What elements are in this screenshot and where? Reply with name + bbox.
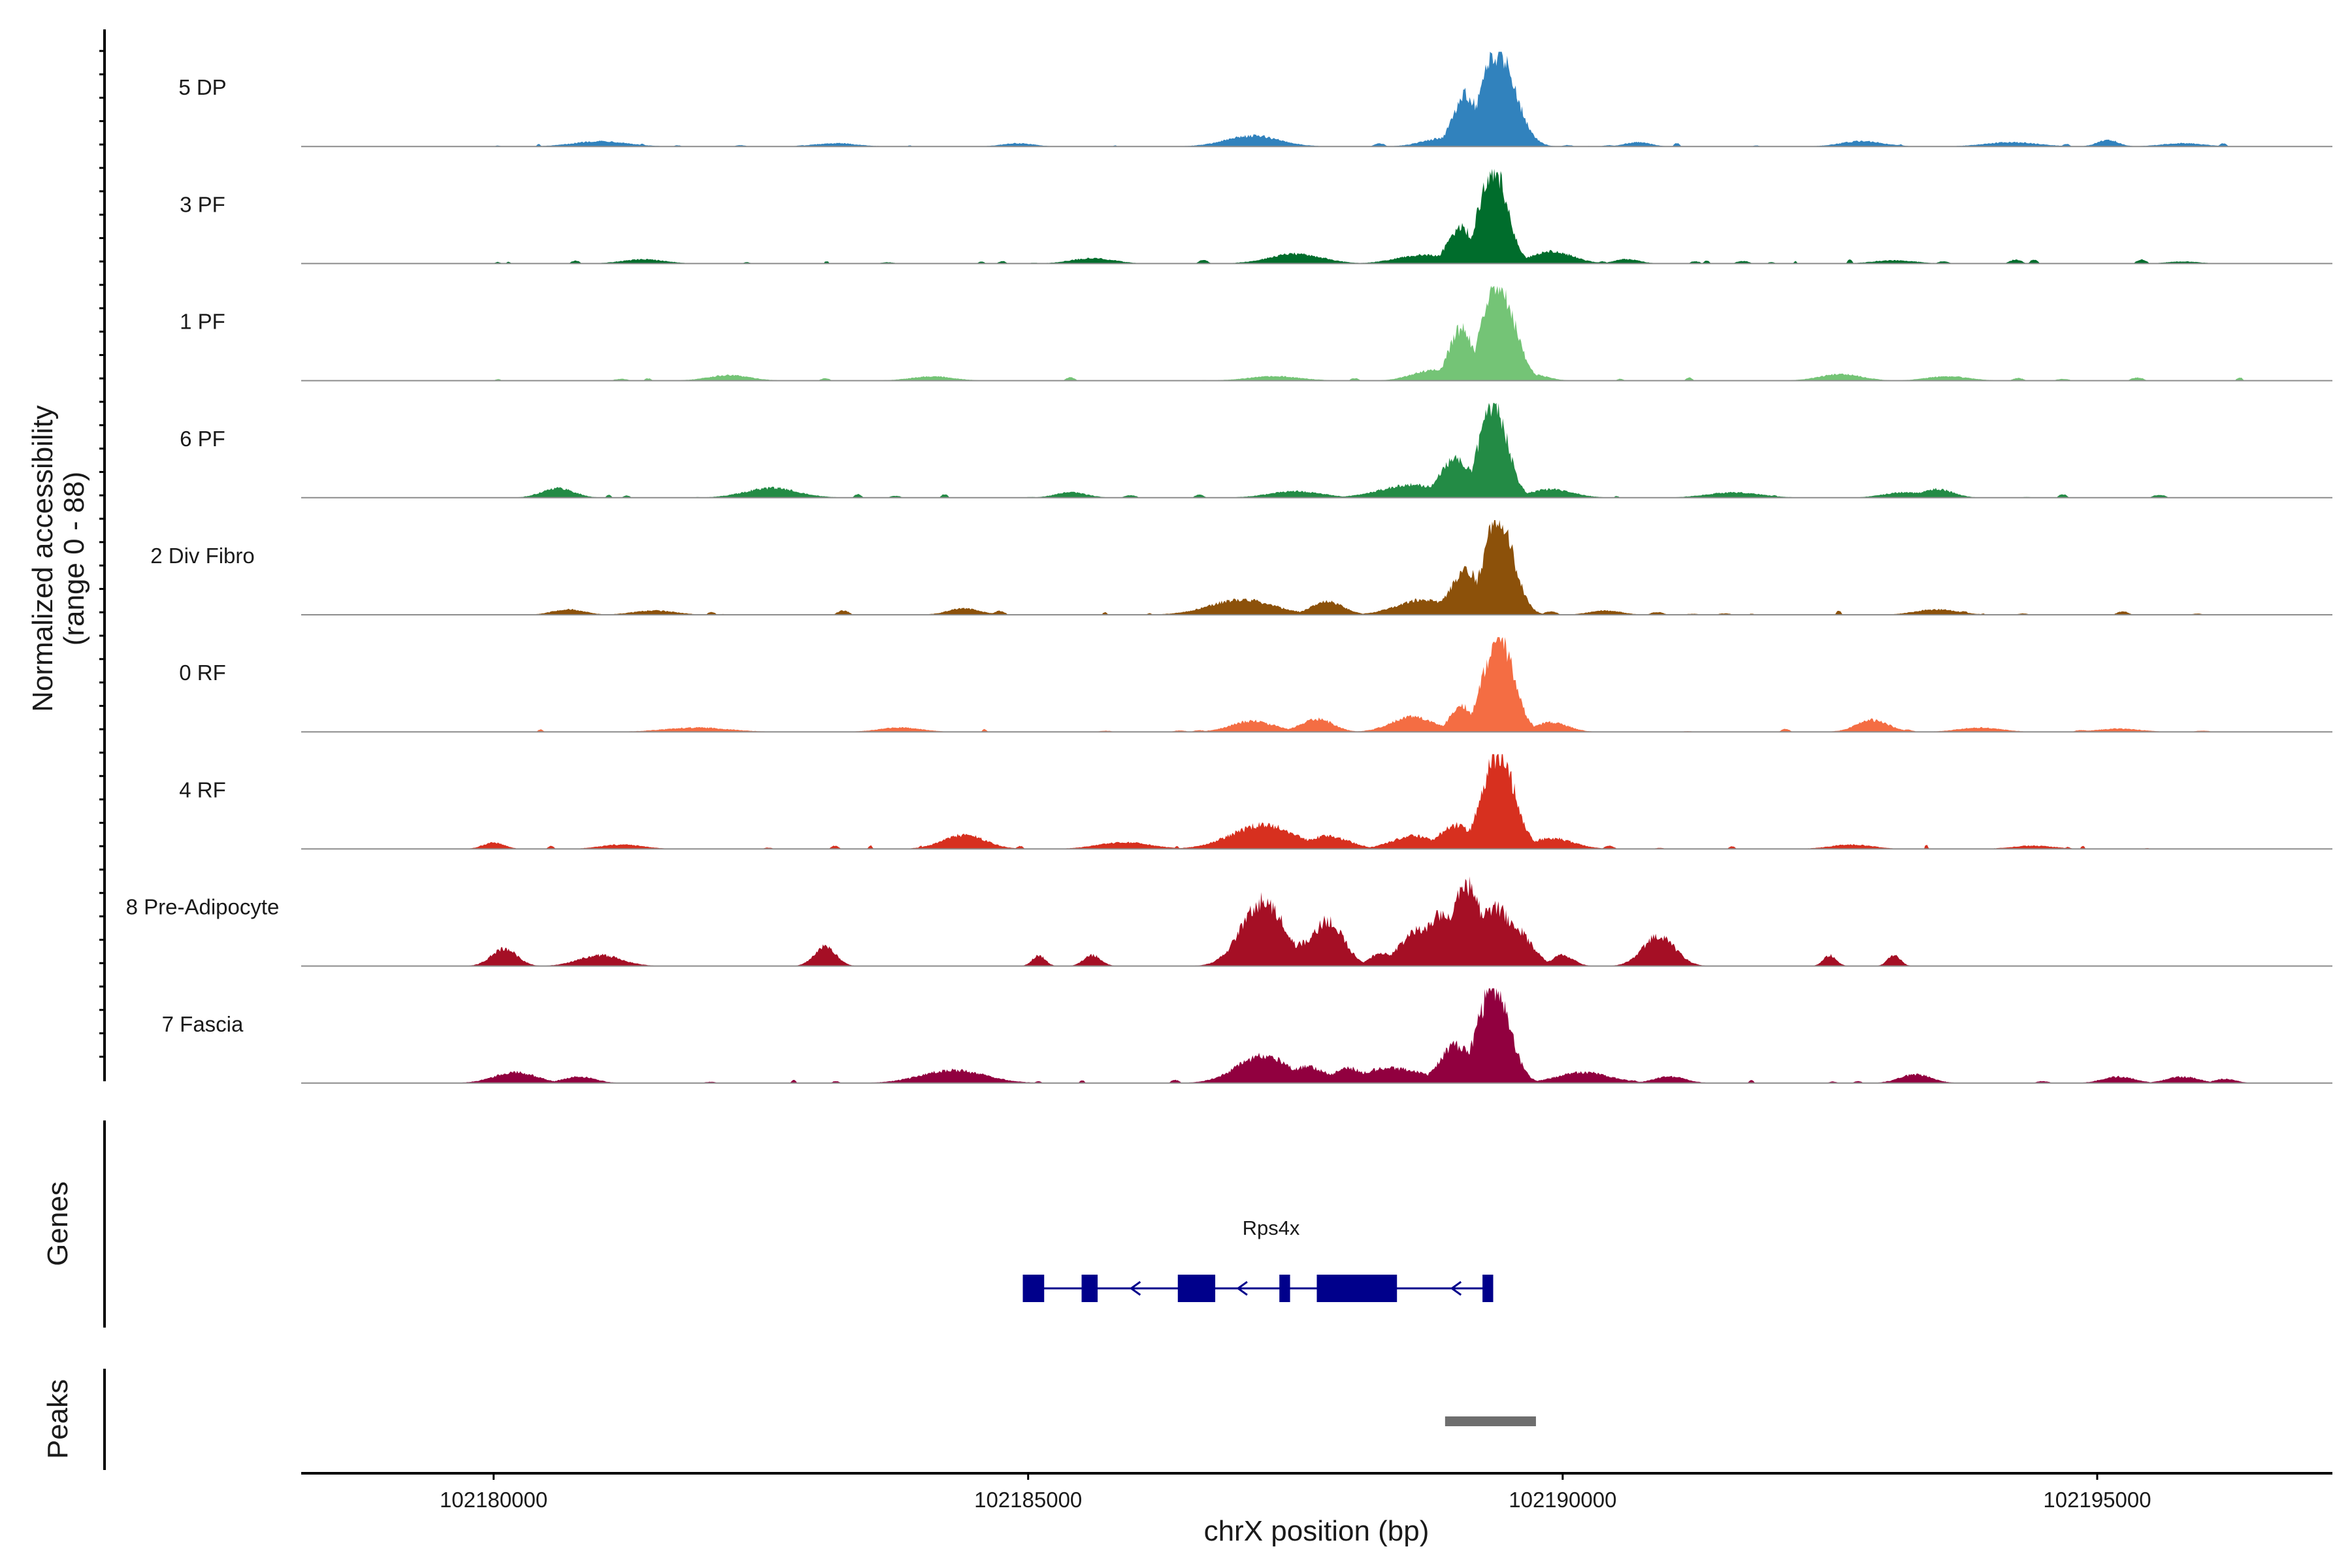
x-axis-title: chrX position (bp) (1204, 1515, 1429, 1547)
x-tick-label: 102195000 (2043, 1488, 2151, 1512)
x-tick-label: 102180000 (440, 1488, 547, 1512)
x-axis-ticks: 102180000 102185000 102190000 102195000 (440, 1473, 2151, 1512)
accessibility-y-axis (99, 29, 106, 1081)
coverage-area (301, 988, 2332, 1083)
track-6: 0 RF (179, 637, 2332, 733)
gene-Rps4x: Rps4x (1022, 1217, 1494, 1302)
coverage-area (301, 169, 2332, 264)
track-label: 5 DP (178, 75, 226, 99)
peak-region (1445, 1416, 1536, 1426)
coverage-area (301, 637, 2332, 732)
peaks-panel: Peaks (42, 1369, 1536, 1470)
genes-title: Genes (42, 1181, 74, 1266)
gene-exon (1022, 1275, 1045, 1302)
x-tick-label: 102185000 (974, 1488, 1082, 1512)
track-label: 8 Pre-Adipocyte (126, 895, 280, 919)
track-label: 7 Fascia (162, 1012, 244, 1036)
strand-arrow (1450, 1281, 1462, 1296)
coverage-area (301, 286, 2332, 381)
track-label: 2 Div Fibro (150, 544, 255, 568)
coverage-area (301, 52, 2332, 147)
track-label: 0 RF (179, 661, 226, 685)
strand-arrow (1129, 1281, 1141, 1296)
y-axis-title-line1: Normalized accessibility (27, 405, 59, 711)
y-axis-ticks (99, 50, 105, 1058)
gene-exon (1177, 1275, 1216, 1302)
gene-exon (1081, 1275, 1098, 1302)
x-tick-label: 102190000 (1509, 1488, 1616, 1512)
strand-arrow (1236, 1281, 1248, 1296)
track-7: 4 RF (179, 754, 2332, 850)
coverage-area (301, 402, 2332, 498)
track-5: 2 Div Fibro (150, 520, 2332, 615)
accessibility-tracks: 5 DP 3 PF 1 PF 6 PF 2 Div Fibro 0 RF 4 RF 8 Pre… (126, 52, 2332, 1084)
peaks-title: Peaks (42, 1379, 74, 1459)
track-label: 3 PF (180, 192, 225, 216)
track-8: 8 Pre-Adipocyte (126, 876, 2332, 967)
coverage-area (301, 520, 2332, 615)
track-label: 4 RF (179, 777, 226, 802)
x-axis: 102180000 102185000 102190000 102195000 chr… (301, 1472, 2332, 1547)
gene-label: Rps4x (1243, 1217, 1300, 1239)
track-4: 6 PF (180, 402, 2332, 498)
gene-exon (1316, 1275, 1397, 1302)
coverage-area (301, 754, 2332, 849)
track-2: 3 PF (180, 169, 2332, 265)
gene-exon (1482, 1275, 1494, 1302)
track-1: 5 DP (178, 52, 2332, 148)
track-9: 7 Fascia (162, 988, 2332, 1084)
gene-models: Rps4x (1022, 1217, 1494, 1302)
genes-panel: Genes Rps4x (42, 1120, 1494, 1328)
y-axis-title-line2: (range 0 - 88) (58, 472, 90, 646)
track-label: 6 PF (180, 427, 225, 451)
track-label: 1 PF (180, 310, 225, 334)
gene-exon (1279, 1275, 1290, 1302)
track-3: 1 PF (180, 286, 2332, 382)
peak-regions (1445, 1416, 1536, 1426)
coverage-area (301, 876, 2332, 966)
